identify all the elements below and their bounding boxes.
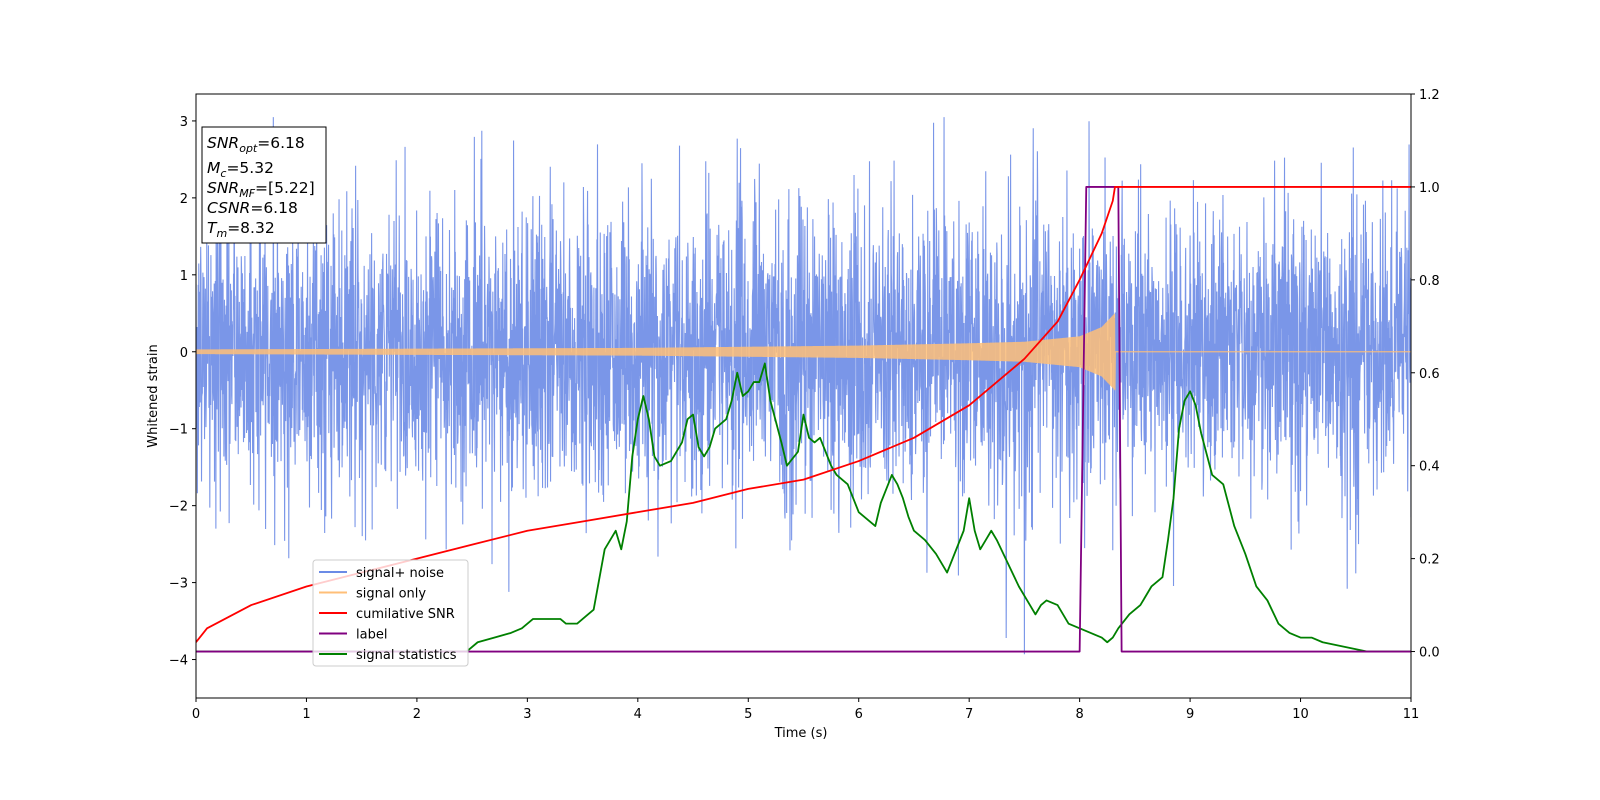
y-left-tick-label: −2 [169,500,188,515]
y-left-tick-label: 2 [180,192,188,207]
annotation-subscript: opt [239,142,258,155]
legend-label-label: label [356,628,387,643]
annotation-symbol: T [207,219,218,237]
plot-area [196,117,1411,655]
annotation-symbol: SNR [207,179,239,197]
y-right-tick-label: 0.6 [1419,367,1440,382]
y-right-tick-label: 0.0 [1419,646,1440,661]
annotation-value: =[5.22] [255,179,315,197]
series-line-signal-only [196,313,1411,391]
legend-signal-statistics-label: signal statistics [356,648,457,663]
x-tick-label: 1 [302,707,310,722]
annotation-subscript: MF [239,187,255,200]
x-tick-label: 0 [192,707,200,722]
annotation-subscript: m [216,227,227,240]
y-left-tick-label: 1 [180,269,188,284]
x-axis-label: Time (s) [774,726,828,741]
series-line-signal-statistics [196,362,1411,653]
legend-signal-only-label: signal only [356,587,426,602]
left-axis-ticks: −4 −3 −2 −1 0 1 2 3 [169,115,196,669]
x-tick-label: 6 [855,707,863,722]
right-axis-ticks: 0.0 0.2 0.4 0.6 0.8 1.0 1.2 [1411,88,1440,661]
legend-frame [312,559,469,667]
y-left-tick-label: −3 [169,577,188,592]
y-right-tick-label: 0.4 [1419,460,1440,475]
x-tick-label: 9 [1186,707,1194,722]
y-right-tick-label: 1.0 [1419,181,1440,196]
bottom-axis-ticks: 0 1 2 3 4 5 6 7 8 9 10 11 [192,698,1419,722]
x-tick-label: 11 [1403,707,1420,722]
annotation-line: Tm=8.32 [207,219,275,240]
y-right-tick-label: 1.2 [1419,88,1440,103]
x-tick-label: 3 [523,707,531,722]
annotation-line: SNRopt=6.18 [207,134,305,155]
legend: signal+ noise signal only cumilative SNR la… [312,559,469,667]
annotation-value: =5.32 [226,159,274,177]
series-line-label [196,186,1411,653]
y-right-tick-label: 0.2 [1419,553,1440,568]
plot-frame [195,93,1412,699]
annotation-subscript: c [220,167,226,180]
x-tick-label: 7 [965,707,973,722]
annotation-value: =6.18 [257,134,305,152]
x-tick-label: 10 [1292,707,1309,722]
annotation-line: Mc=5.32 [207,159,274,180]
annotation-value: =8.32 [227,219,275,237]
legend-signal-plus-noise-label: signal+ noise [356,566,444,581]
x-tick-label: 4 [634,707,642,722]
legend-cumulative-snr-label: cumilative SNR [356,607,455,622]
y-left-tick-label: −1 [169,423,188,438]
annotation-symbol: CSNR [207,199,250,217]
y-right-tick-label: 0.8 [1419,274,1440,289]
y-left-tick-label: −4 [169,654,188,669]
annotation-box: SNRopt=6.18Mc=5.32SNRMF=[5.22]CSNR=6.18T… [201,126,327,244]
y-left-tick-label: 3 [180,115,188,130]
x-tick-label: 2 [413,707,421,722]
annotation-symbol: M [207,159,220,177]
annotation-line: CSNR=6.18 [207,199,298,217]
y-left-tick-label: 0 [180,346,188,361]
annotation-line: SNRMF=[5.22] [207,179,315,200]
annotation-frame [201,126,327,244]
annotation-value: =6.18 [250,199,298,217]
x-tick-label: 8 [1075,707,1083,722]
annotation-symbol: SNR [207,134,239,152]
series-line-signal-plus-noise [196,117,1411,655]
y-axis-label: Whitened strain [146,344,161,447]
x-tick-label: 5 [744,707,752,722]
